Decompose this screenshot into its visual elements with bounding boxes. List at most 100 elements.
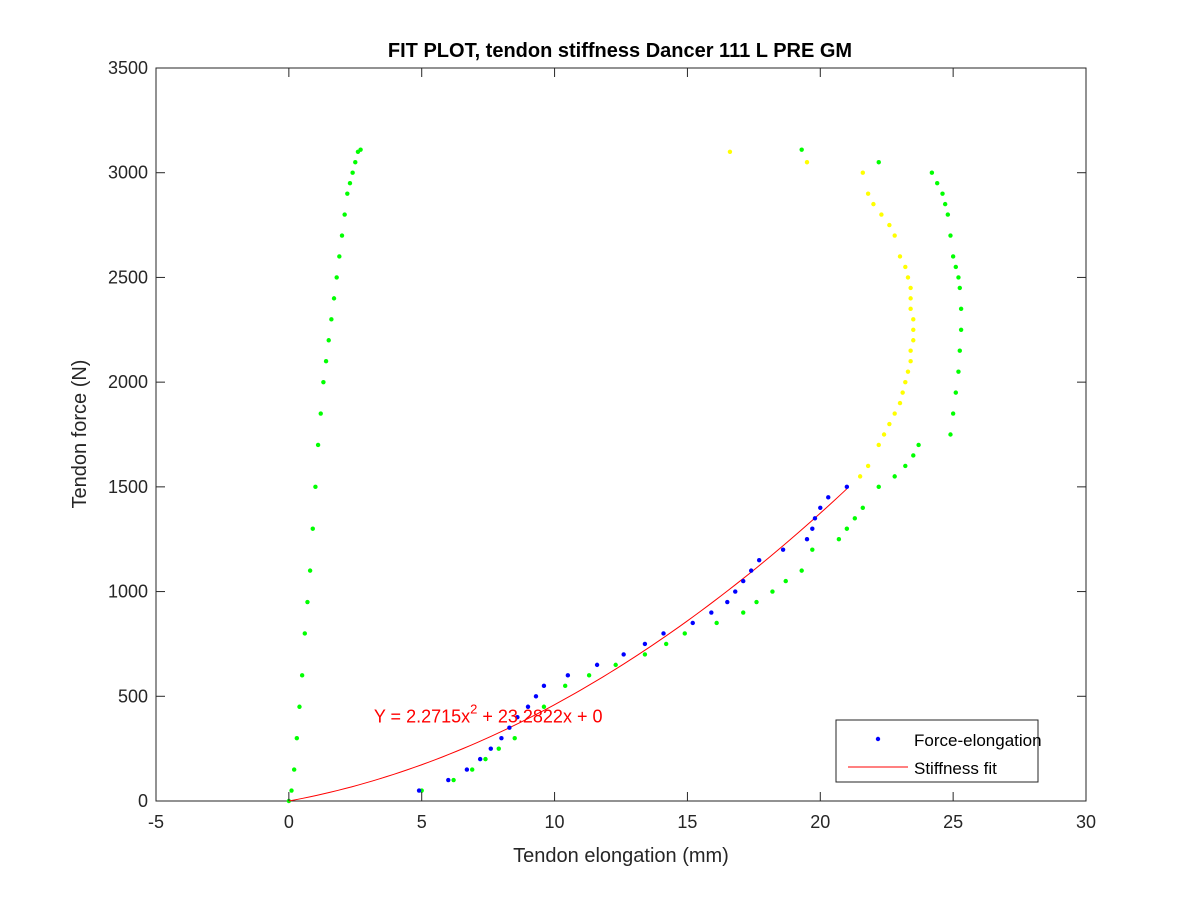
- trial-trace-4-point: [876, 442, 881, 448]
- force-elongation-point: [661, 631, 666, 636]
- force-elongation-point: [565, 673, 571, 678]
- trial-trace-4-point: [903, 264, 908, 270]
- trial-trace-1-point: [714, 620, 719, 626]
- trial-trace-3-point: [799, 147, 804, 152]
- trial-trace-1-point: [844, 526, 850, 531]
- trial-trace-0-point: [291, 767, 297, 772]
- trial-trace-1-point: [903, 463, 908, 469]
- force-elongation-point: [464, 767, 470, 772]
- trial-trace-1-point: [852, 516, 858, 521]
- trial-trace-1-point: [613, 662, 618, 668]
- y-tick-label: 0: [138, 791, 148, 811]
- force-elongation-point: [733, 589, 738, 594]
- trial-trace-4-point: [903, 379, 908, 385]
- force-elongation-point: [780, 547, 786, 552]
- trial-trace-2-point: [945, 212, 951, 217]
- trial-trace-2-point: [958, 327, 964, 332]
- trial-trace-0-point: [339, 233, 345, 238]
- trial-trace-0-point: [347, 180, 353, 186]
- x-tick-label: -5: [148, 812, 164, 832]
- trial-trace-4-point: [897, 254, 903, 259]
- force-elongation-point: [525, 704, 531, 709]
- trial-trace-1-point: [496, 746, 501, 751]
- trial-trace-0-point: [323, 359, 329, 364]
- chart-title: FIT PLOT, tendon stiffness Dancer 111 L …: [388, 40, 852, 62]
- trial-trace-0-point: [358, 147, 363, 152]
- trial-trace-4-point: [905, 369, 911, 374]
- force-elongation-point: [507, 725, 512, 730]
- trial-trace-1-point: [741, 610, 746, 615]
- legend-force-elongation-label: Force-elongation: [914, 731, 1042, 750]
- trial-trace-1-point: [682, 631, 687, 636]
- trial-trace-2-point: [929, 170, 935, 175]
- trial-trace-0-point: [337, 254, 342, 259]
- trial-trace-0-point: [342, 212, 347, 217]
- trial-trace-1-point: [810, 547, 815, 552]
- force-elongation-point: [541, 683, 547, 689]
- trial-trace-0-point: [310, 526, 315, 531]
- trial-trace-0-point: [302, 631, 307, 636]
- trial-trace-0-point: [321, 379, 326, 385]
- trial-trace-4-point: [881, 432, 887, 437]
- y-tick-label: 1000: [108, 582, 148, 602]
- force-elongation-point: [844, 484, 850, 490]
- trial-trace-2-point: [957, 348, 962, 353]
- force-elongation-point: [416, 788, 422, 793]
- force-elongation-point: [818, 505, 823, 510]
- trial-trace-1-point: [451, 777, 456, 783]
- trial-trace-0-point: [350, 170, 355, 175]
- force-elongation-point: [499, 735, 504, 741]
- trial-trace-0-point: [331, 296, 337, 301]
- trial-trace-4-point: [865, 191, 871, 196]
- trial-trace-0-point: [297, 704, 302, 709]
- x-tick-label: 0: [284, 812, 294, 832]
- x-tick-label: 5: [417, 812, 427, 832]
- trial-trace-4-point: [908, 348, 913, 353]
- trial-trace-1-point: [892, 474, 897, 479]
- trial-trace-1-point: [876, 484, 881, 490]
- trial-trace-2-point: [942, 201, 948, 207]
- trial-trace-2-point: [948, 233, 953, 238]
- trial-trace-1-point: [483, 756, 488, 762]
- y-tick-label: 1500: [108, 477, 148, 497]
- trial-trace-0-point: [318, 411, 323, 416]
- x-tick-label: 15: [677, 812, 697, 832]
- trial-trace-0-point: [345, 191, 350, 196]
- force-elongation-point: [446, 777, 451, 783]
- trial-trace-4-point: [879, 212, 884, 217]
- trial-trace-2-point: [953, 264, 958, 270]
- x-tick-label: 20: [810, 812, 830, 832]
- trial-trace-0-point: [307, 568, 313, 573]
- trial-trace-1-point: [799, 568, 804, 573]
- fit-equation-suffix: + 23.2822x + 0: [477, 706, 602, 726]
- force-elongation-point: [621, 652, 626, 657]
- fit-equation-prefix: Y = 2.2715x: [374, 706, 470, 726]
- trial-trace-4-point: [911, 338, 916, 343]
- trial-trace-4-point: [905, 275, 911, 280]
- trial-trace-1-point: [754, 599, 759, 605]
- y-tick-label: 2000: [108, 372, 148, 392]
- legend-box: [835, 719, 1039, 783]
- legend: Force-elongation Stiffness fit: [835, 719, 1042, 783]
- trial-trace-2-point: [948, 432, 953, 437]
- force-elongation-point: [533, 694, 539, 699]
- trial-trace-4-point: [908, 296, 913, 301]
- trial-trace-2-point: [935, 180, 940, 186]
- y-tick-label: 2500: [108, 267, 148, 287]
- trial-trace-4-point: [908, 359, 913, 364]
- force-elongation-point: [741, 578, 746, 584]
- trial-trace-1-point: [512, 735, 517, 741]
- trial-trace-4-point: [892, 233, 897, 238]
- trial-trace-2-point: [940, 191, 945, 196]
- axes-box: [155, 67, 1087, 802]
- trial-trace-0-point: [305, 599, 310, 605]
- legend-force-elongation-marker: [875, 736, 881, 742]
- x-tick-label: 30: [1076, 812, 1096, 832]
- y-tick-label: 500: [118, 686, 148, 706]
- trial-trace-4-point: [727, 149, 733, 154]
- force-elongation-point: [642, 641, 648, 647]
- trial-trace-0-point: [289, 788, 294, 793]
- trial-trace-0-point: [329, 317, 334, 322]
- trial-trace-4-point: [911, 327, 916, 332]
